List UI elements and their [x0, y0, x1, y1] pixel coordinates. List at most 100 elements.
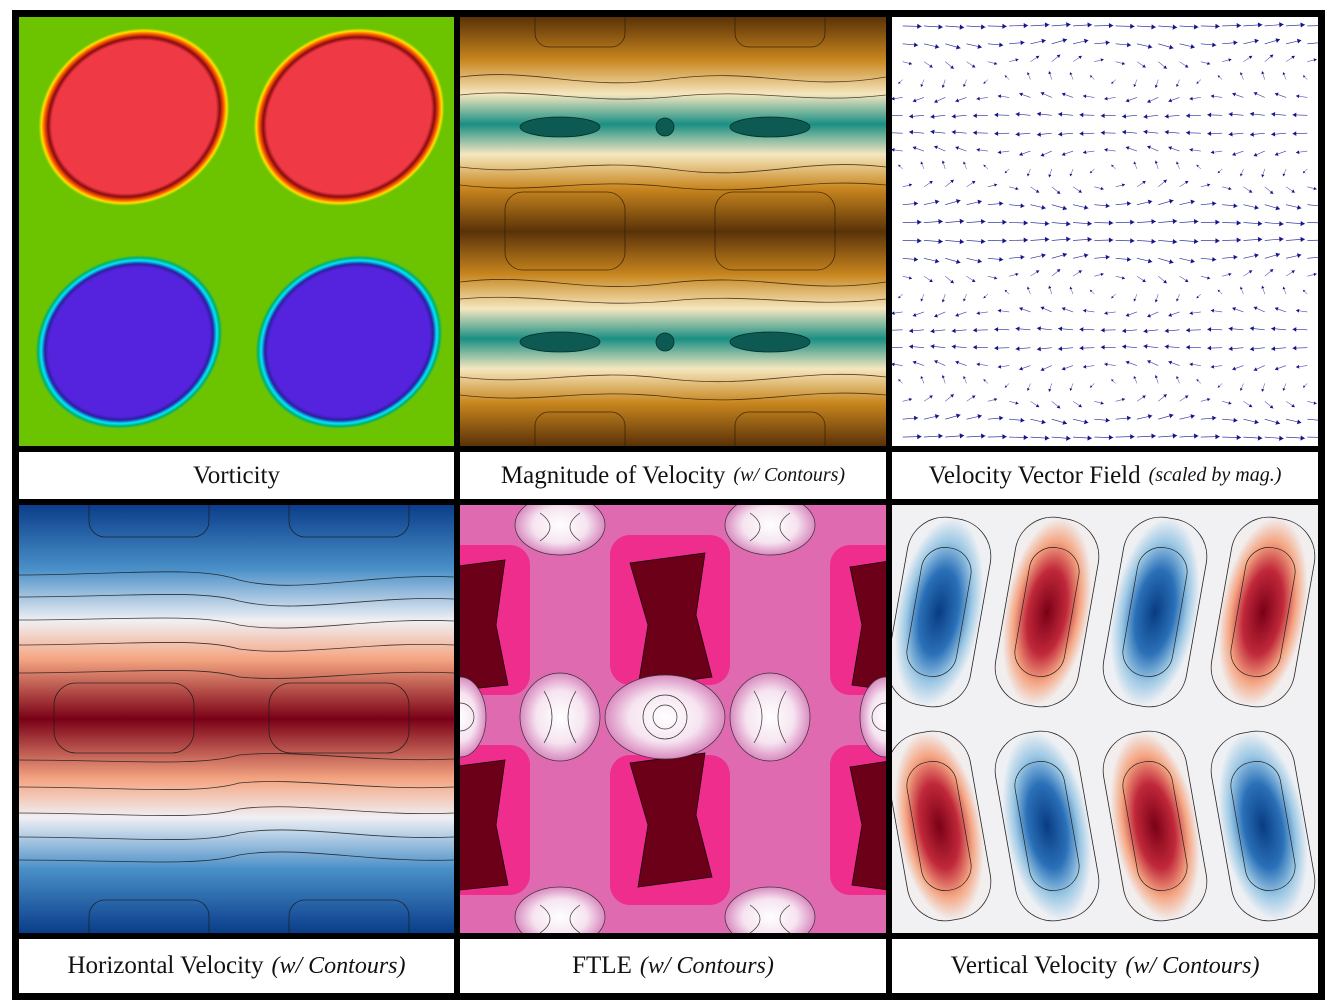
vector-arrow-head: [1147, 99, 1151, 103]
vector-arrow-head: [938, 24, 943, 30]
vector-arrow-head: [980, 219, 986, 225]
vector-arrow-head: [1296, 38, 1302, 44]
vector-arrow-head: [930, 328, 935, 334]
vector-arrow-head: [1217, 75, 1221, 78]
vector-arrow-head: [1295, 364, 1300, 369]
vector-arrow-head: [994, 397, 998, 402]
caption-horizontal-velocity: Horizontal Velocity (w/ Contours): [19, 939, 454, 993]
horizontal-core: [88, 899, 210, 933]
vector-arrow-head: [1279, 22, 1284, 28]
vector-arrow-head: [1207, 345, 1212, 351]
ftle-saddle-region: [729, 672, 811, 762]
vector-arrow-head: [1056, 404, 1061, 409]
vector-arrow-head: [983, 295, 986, 299]
vector-arrow-head: [977, 258, 982, 264]
vector-arrow-head: [1087, 22, 1092, 28]
vector-arrow-head: [1271, 346, 1276, 351]
vector-arrow-head: [1184, 180, 1189, 185]
vector-arrow-head: [1261, 388, 1265, 392]
horizontal-core: [88, 505, 210, 538]
vector-arrow-head: [1069, 173, 1073, 177]
vector-arrow-head: [951, 114, 956, 119]
vector-arrow-head: [1249, 346, 1254, 352]
vector-arrow-head: [1193, 433, 1199, 439]
vector-arrow-head: [1163, 279, 1167, 284]
vector-arrow-head: [1282, 387, 1286, 391]
ftle-contour: [749, 904, 791, 933]
vector-arrow-head: [977, 44, 982, 49]
vector-arrow-head: [1020, 254, 1025, 260]
vertical-positive-lobe: [1210, 516, 1316, 708]
vector-arrow-head: [1172, 239, 1178, 245]
magnitude-contour: [460, 164, 886, 174]
vector-arrow-head: [1142, 395, 1146, 399]
vector-arrow-head: [1100, 186, 1104, 191]
vector-arrow-head: [1271, 326, 1276, 332]
vector-arrow-head: [1122, 129, 1127, 135]
vector-arrow-head: [1253, 152, 1258, 157]
vector-arrow-head: [1069, 286, 1073, 290]
vector-arrow-head: [1154, 375, 1158, 379]
vector-arrow-head: [1100, 130, 1105, 136]
vector-arrow-head: [1147, 313, 1151, 318]
vector-arrow-head: [1196, 295, 1199, 299]
vector-arrow-head: [1133, 161, 1137, 165]
vorticity-positive-blob: [253, 28, 445, 206]
vector-arrow-head: [951, 129, 956, 135]
ftle-contour: [642, 694, 688, 740]
vector-arrow-head: [1027, 173, 1030, 177]
vector-arrow-head: [1090, 385, 1093, 388]
vector-arrow-head: [909, 344, 914, 349]
vector-arrow-head: [999, 201, 1004, 207]
vector-arrow-head: [1300, 220, 1305, 227]
vector-arrow-head: [1303, 170, 1306, 174]
ftle-maximum: [849, 761, 886, 891]
vertical-contour: [1122, 761, 1188, 891]
vector-arrow-head: [917, 434, 922, 440]
vector-arrow-head: [1079, 345, 1084, 351]
vector-arrow-head: [1041, 419, 1046, 425]
vector-arrow-head: [1104, 311, 1108, 315]
vector-arrow-head: [1147, 44, 1153, 49]
vector-arrow-head: [920, 84, 924, 87]
vorticity-positive-blob: [38, 28, 230, 206]
vector-arrow-head: [1062, 252, 1068, 258]
vector-arrow-head: [1066, 22, 1071, 28]
vector-arrow-head: [1062, 38, 1068, 43]
vorticity-image: [19, 17, 454, 446]
vector-arrow-head: [1172, 24, 1178, 30]
horizontal-contour: [19, 781, 454, 790]
vector-arrow-head: [1164, 344, 1169, 349]
vector-arrow-head: [1004, 385, 1008, 388]
vector-arrow-head: [1125, 146, 1130, 150]
vector-arrow-head: [1176, 84, 1179, 87]
vector-arrow-shaft: [892, 132, 903, 134]
magnitude-contour: [460, 74, 886, 84]
vector-arrow-head: [971, 395, 976, 399]
vector-arrow-head: [913, 201, 919, 207]
ftle-contour: [543, 690, 577, 744]
vertical-contour: [906, 547, 972, 677]
vertical-positive-lobe: [892, 730, 992, 922]
vector-arrow-head: [1248, 55, 1253, 59]
vector-arrow-head: [955, 313, 960, 317]
vector-arrow-head: [994, 131, 999, 136]
vector-arrow-head: [934, 258, 940, 264]
vector-arrow-head: [1236, 22, 1242, 29]
vector-arrow-head: [1169, 413, 1174, 419]
vector-arrow-head: [898, 295, 901, 299]
vector-arrow-head: [1066, 236, 1071, 242]
magnitude-core: [734, 411, 826, 446]
vector-arrow-head: [1027, 387, 1030, 391]
vector-arrow-head: [1190, 199, 1195, 205]
vector-arrow-head: [972, 130, 977, 136]
vector-arrow-head: [930, 114, 935, 119]
vector-arrow-head: [1044, 236, 1050, 243]
vector-arrow-head: [1130, 23, 1135, 29]
vertical-positive-lobe: [1102, 730, 1208, 922]
vector-arrow-head: [1143, 129, 1148, 135]
vector-arrow-head: [1300, 22, 1305, 28]
vector-arrow-head: [1164, 328, 1169, 334]
vector-arrow-head: [1215, 434, 1220, 440]
vector-arrow-head: [934, 145, 938, 150]
